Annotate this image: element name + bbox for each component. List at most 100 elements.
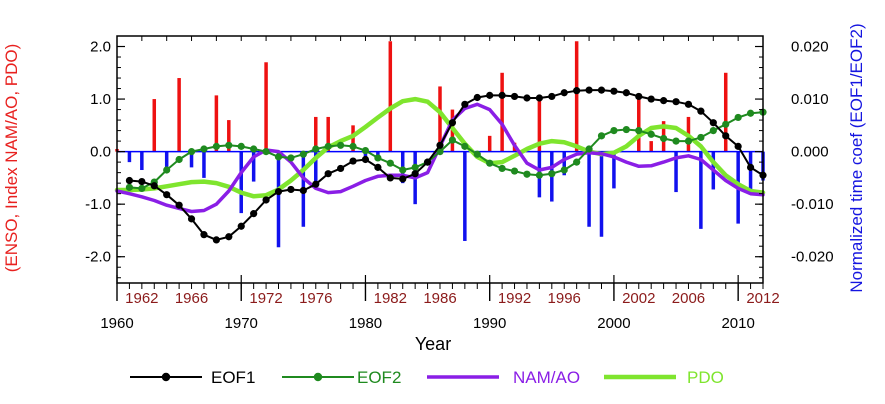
x-tick-label-secondary: 1976 [299,290,332,307]
series-point-eof1 [535,94,543,102]
series-point-eof1 [573,87,581,95]
series-point-eof2 [573,158,581,166]
x-tick-label-secondary: 1982 [374,290,407,307]
series-point-eof2 [746,109,755,117]
bar-red [537,99,542,152]
series-point-eof1 [250,210,258,218]
series-point-eof2 [299,150,307,158]
bar-red [214,95,219,152]
x-tick-label: 2010 [721,315,754,332]
y-tick-label-right: 0.020 [791,39,829,56]
series-point-eof1 [523,94,531,102]
series-point-eof1 [697,107,705,115]
series-point-eof1 [287,185,295,194]
series-point-eof1 [610,87,618,95]
series-point-eof2 [349,142,357,150]
y-axis-label-right: Normalized time coef (EOF1/EOF2) [847,23,866,292]
series-point-eof2 [523,170,531,178]
series-point-eof1 [461,100,469,108]
series-point-eof1 [386,174,394,182]
series-point-eof1 [237,222,245,230]
bar-red [438,86,442,152]
series-line-eof1 [128,89,764,241]
bar-blue [140,151,144,171]
x-tick-label: 1990 [473,315,506,332]
series-point-eof1 [312,180,320,188]
series-point-eof1 [374,163,382,171]
series-point-eof2 [697,133,705,142]
legend-label-nam-ao: NAM/AO [513,368,580,387]
series-point-eof1 [622,89,630,97]
series-point-eof2 [163,166,171,174]
x-tick-label: 1970 [225,315,258,332]
bar-blue [251,151,256,182]
x-tick-label-secondary: 2006 [672,290,705,307]
bar-red [314,116,318,152]
series-lines-group [114,86,767,244]
legend: EOF1 EOF2 NAM/AO PDO [130,368,724,387]
series-point-eof2 [312,145,320,153]
series-point-eof2 [361,146,370,155]
series-point-eof2 [337,141,345,149]
series-point-eof1 [585,86,593,94]
y-tick-label-right: -0.020 [791,249,834,266]
series-point-eof2 [709,126,717,135]
bar-red [637,99,641,152]
series-point-eof1 [175,201,183,209]
series-point-eof1 [448,119,457,127]
series-point-eof2 [486,159,494,167]
series-point-eof2 [411,163,419,171]
bar-red [264,62,268,152]
series-point-eof1 [635,92,643,101]
series-point-eof2 [585,145,593,153]
series-point-eof2 [622,125,630,134]
series-point-eof1 [722,132,730,140]
series-point-eof1 [187,215,196,223]
series-point-eof1 [262,196,270,204]
series-point-eof2 [399,166,407,174]
series-line-eof2 [128,111,764,190]
bar-red [326,116,330,152]
series-point-eof1 [436,141,444,149]
y-tick-label-left: -1.0 [85,196,111,213]
series-point-eof1 [647,95,655,103]
y-tick-label-left: 0.0 [90,144,111,161]
series-point-eof1 [163,191,171,199]
series-point-eof1 [597,86,606,94]
series-point-eof1 [150,182,158,190]
bar-red [152,99,157,152]
series-point-eof1 [560,89,568,97]
bar-blue [748,151,753,195]
x-tick-label-secondary: 1996 [548,290,581,307]
series-point-eof1 [225,233,233,241]
series-point-eof2 [597,132,606,140]
series-line-pdo [114,96,766,199]
bar-blue [612,151,616,189]
series-point-eof2 [647,130,655,138]
bar-red [227,120,231,152]
series-point-eof1 [138,177,146,186]
x-tick-label-secondary: 2012 [746,290,779,307]
bar-blue [674,151,678,193]
series-point-eof1 [423,158,432,166]
series-point-eof1 [212,236,220,244]
series-point-eof1 [660,97,668,105]
series-point-eof1 [200,231,208,239]
y-tick-label-right: 0.010 [791,91,829,108]
bar-red [649,141,653,152]
series-point-eof2 [138,184,146,193]
series-point-eof2 [386,159,394,167]
series-point-eof1 [274,187,283,196]
bar-red [351,125,355,152]
series-point-eof1 [361,155,370,164]
x-tick-label-secondary: 1992 [498,290,531,307]
series-point-eof1 [349,157,357,165]
x-tick-label-secondary: 1972 [249,290,282,307]
bar-red [500,72,504,152]
bar-blue [189,151,194,168]
series-point-eof2 [560,166,568,174]
bar-blue [599,151,604,237]
bar-red [388,41,393,152]
bar-red [574,41,579,152]
x-tick-label-secondary: 1962 [125,290,158,307]
